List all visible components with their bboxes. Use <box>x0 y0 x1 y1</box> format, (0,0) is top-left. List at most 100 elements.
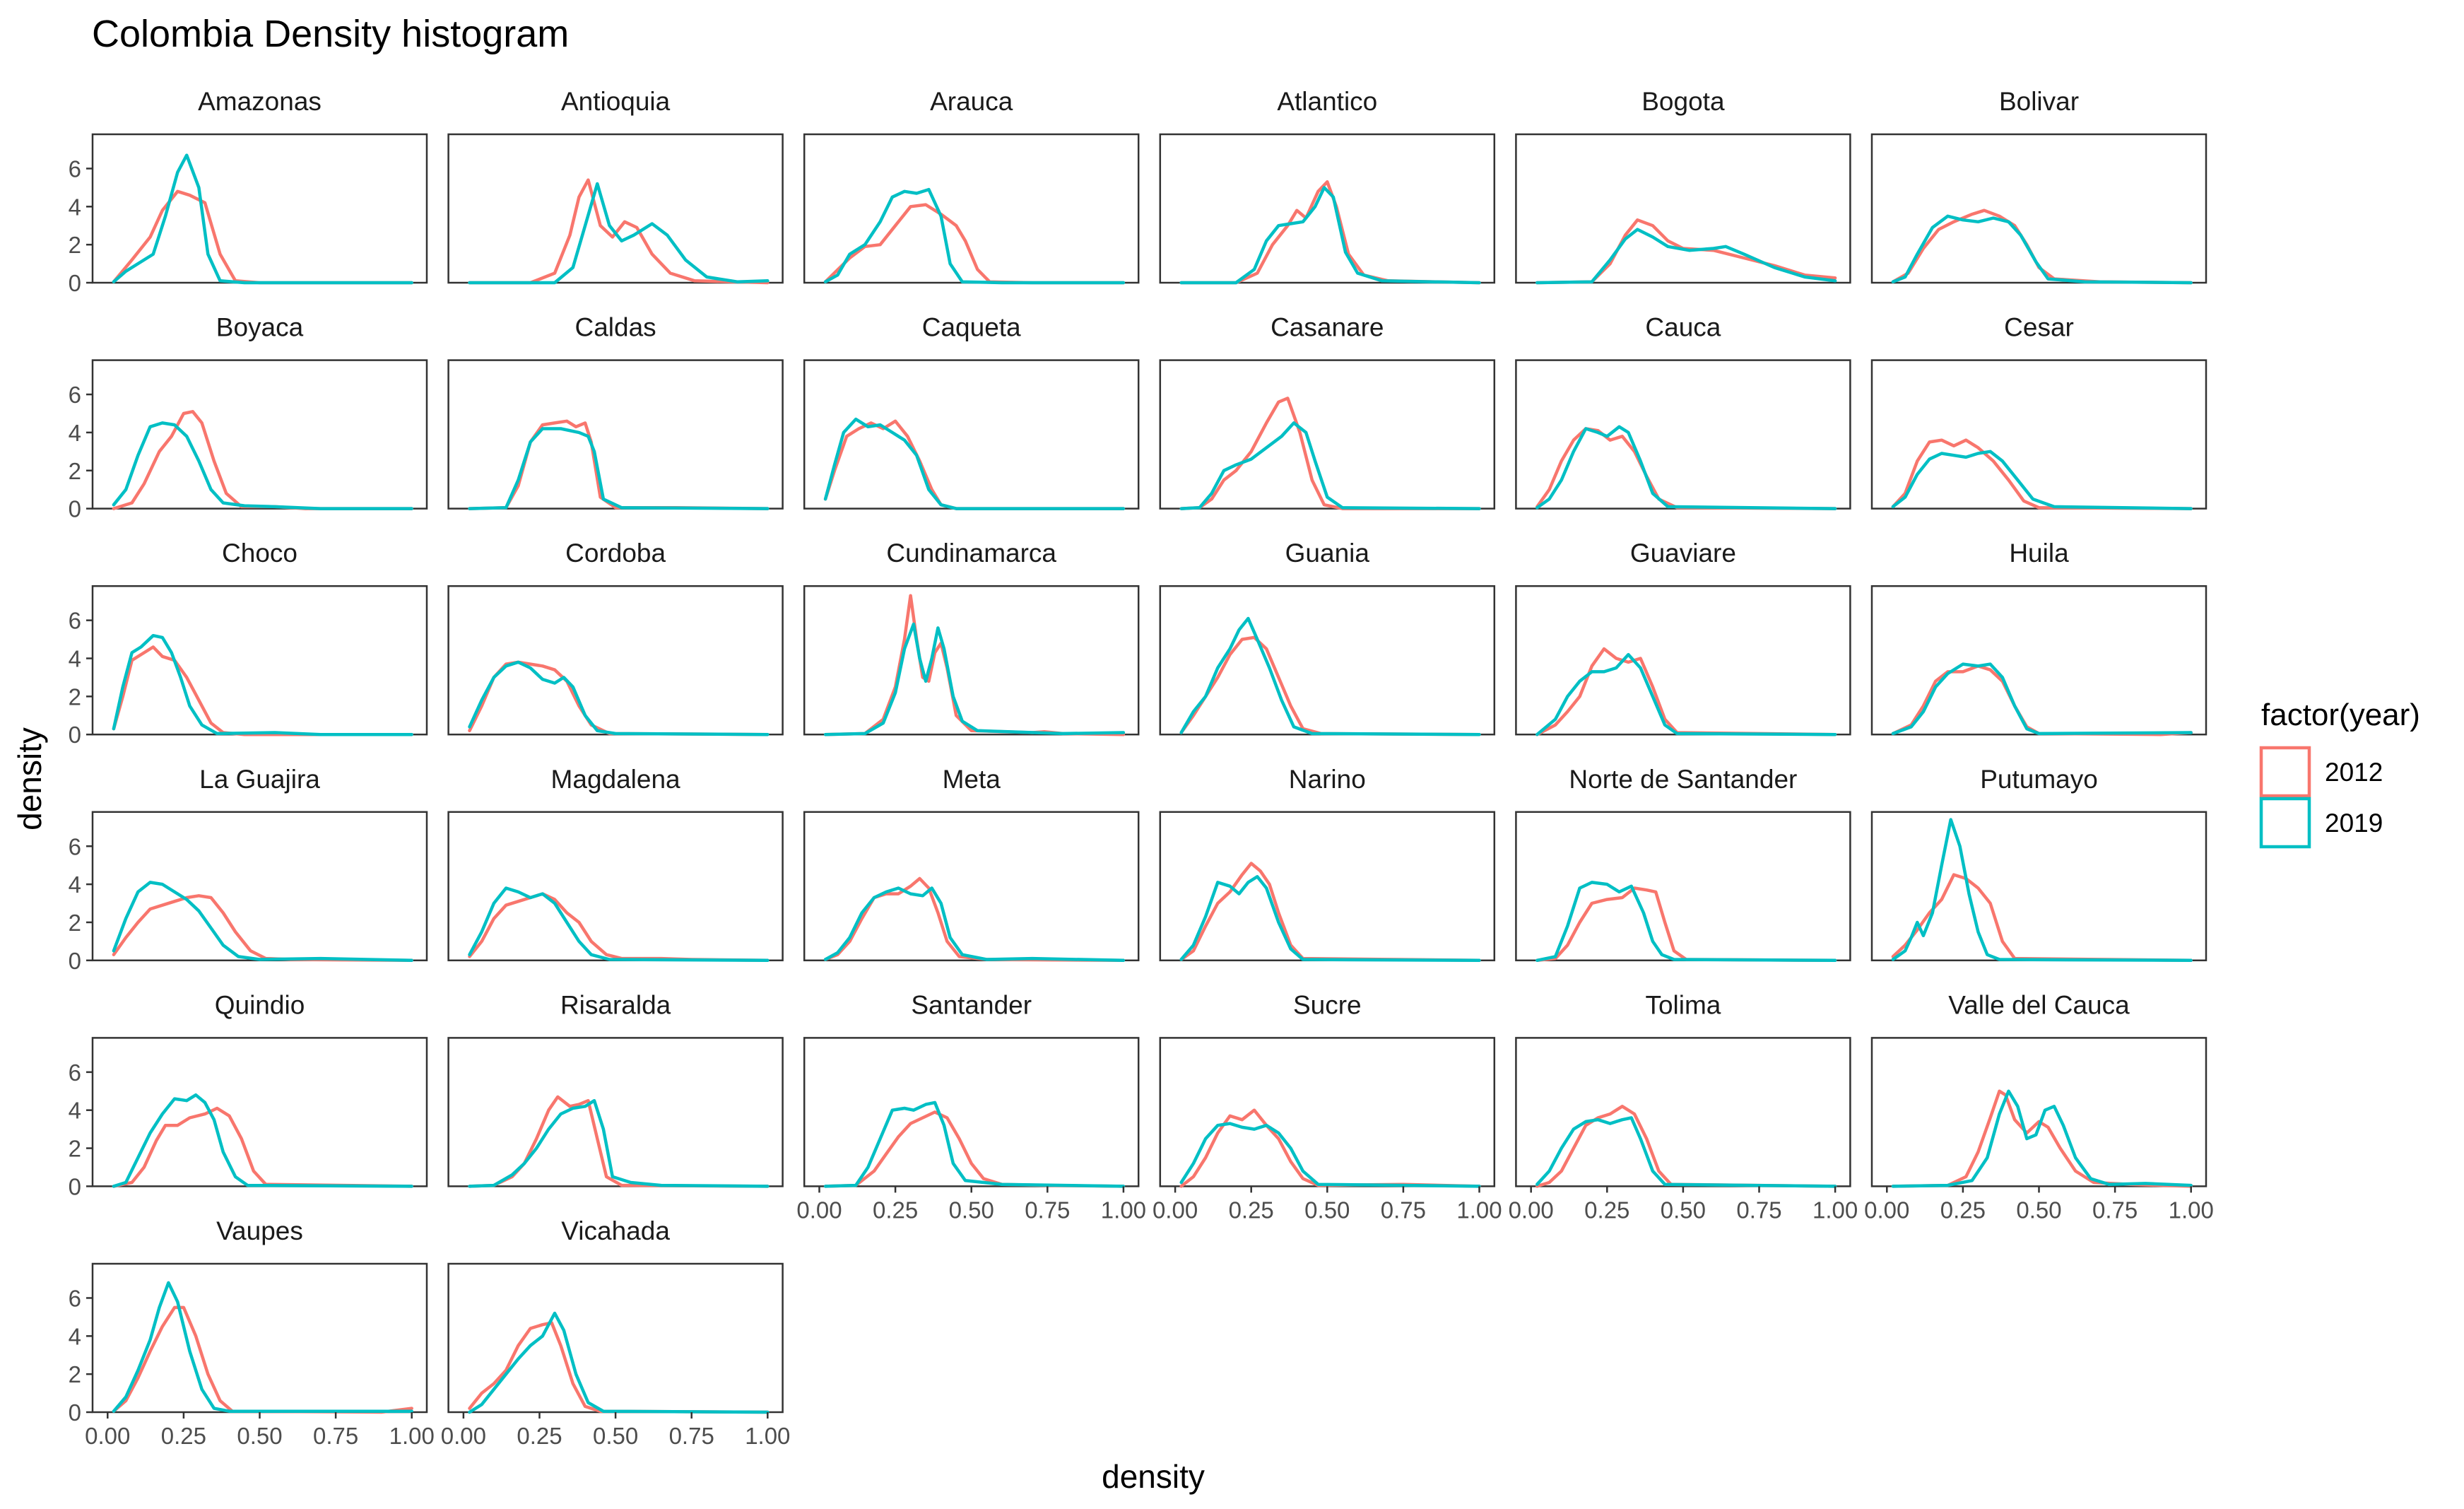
y-tick-label: 4 <box>69 1098 81 1124</box>
y-tick-label: 6 <box>69 833 81 859</box>
series-line-2019 <box>468 182 770 285</box>
y-tick-label: 2 <box>69 232 81 258</box>
legend-item-2019: 2019 <box>2259 797 2383 849</box>
series-line-2012 <box>1535 218 1837 285</box>
facet-panel-casanare: Casanare <box>1159 313 1496 510</box>
x-tick-label: 0.50 <box>593 1423 638 1449</box>
x-tick-label: 0.75 <box>2092 1197 2138 1223</box>
facet-strip-label: Caldas <box>575 313 656 342</box>
facet-strip-label: Magdalena <box>551 765 681 794</box>
panel-frame <box>803 585 1140 736</box>
facet-panel-cauca: Cauca <box>1515 313 1851 510</box>
facet-panels: Amazonas 0 2 4 6 Antioquia Arauca Atlantico Bogo… <box>69 87 2214 1449</box>
series-line-2019 <box>112 881 413 963</box>
facet-strip-label: Huila <box>2009 539 2069 568</box>
y-tick-label: 0 <box>69 948 81 974</box>
legend-label: 2019 <box>2325 809 2383 838</box>
facet-strip-label: Meta <box>943 765 1001 794</box>
x-tick-label: 0.75 <box>1025 1197 1070 1223</box>
x-axis-title: density <box>1102 1458 1205 1495</box>
y-tick-label: 4 <box>69 646 81 672</box>
y-tick-label: 0 <box>69 1399 81 1426</box>
series-line-2012 <box>1535 886 1837 963</box>
facet-panel-choco: Choco 0 2 4 6 <box>69 539 428 748</box>
facet-strip-label: Valle del Cauca <box>1948 990 2130 1019</box>
series-line-2019 <box>1535 425 1837 510</box>
panel-frame <box>1159 811 1496 962</box>
facet-panel-cundinamarca: Cundinamarca <box>803 539 1140 736</box>
panel-frame <box>447 811 784 962</box>
y-tick-label: 6 <box>69 608 81 634</box>
facet-panel-bolivar: Bolivar <box>1870 87 2207 285</box>
facet-panel-guaviare: Guaviare <box>1515 539 1851 736</box>
series-line-2019 <box>823 417 1126 510</box>
facet-strip-label: Vaupes <box>216 1216 303 1245</box>
facet-strip-label: Tolima <box>1645 990 1721 1019</box>
panel-frame <box>91 1037 428 1187</box>
x-tick-label: 1.00 <box>389 1423 435 1449</box>
panel-frame <box>447 585 784 736</box>
panel-frame <box>1159 1037 1496 1187</box>
panel-frame <box>1515 585 1851 736</box>
x-tick-label: 0.00 <box>441 1423 486 1449</box>
x-tick-label: 0.25 <box>873 1197 918 1223</box>
panel-frame <box>1870 811 2207 962</box>
facet-strip-label: Bogota <box>1641 87 1725 116</box>
panel-frame <box>447 133 784 284</box>
facet-strip-label: Sucre <box>1293 990 1362 1019</box>
x-tick-label: 0.00 <box>1509 1197 1554 1223</box>
facet-strip-label: Cesar <box>2004 313 2074 342</box>
facet-panel-santander: Santander 0.00 0.25 0.50 0.75 1.00 <box>796 990 1146 1223</box>
facet-strip-label: Santander <box>911 990 1032 1019</box>
series-line-2019 <box>1891 1089 2193 1188</box>
facet-strip-label: Narino <box>1289 765 1366 794</box>
facet-panel-bogota: Bogota <box>1515 87 1851 285</box>
panel-frame <box>1515 359 1851 510</box>
facet-panel-cordoba: Cordoba <box>447 539 784 736</box>
facet-panel-valle-del-cauca: Valle del Cauca 0.00 0.25 0.50 0.75 1.00 <box>1864 990 2214 1223</box>
series-line-2019 <box>112 633 413 736</box>
series-line-2019 <box>1179 421 1481 510</box>
panel-frame <box>91 811 428 962</box>
chart-title: Colombia Density histogram <box>92 13 569 55</box>
facet-strip-label: Atlantico <box>1277 87 1377 116</box>
facet-panel-vicahada: Vicahada 0.00 0.25 0.50 0.75 1.00 <box>441 1216 791 1449</box>
x-tick-label: 0.00 <box>1153 1197 1198 1223</box>
series-line-2019 <box>1179 186 1481 285</box>
y-tick-label: 6 <box>69 155 81 182</box>
facet-panel-arauca: Arauca <box>803 87 1140 285</box>
x-tick-label: 0.25 <box>161 1423 206 1449</box>
series-line-2019 <box>1891 818 2193 963</box>
series-line-2019 <box>1891 214 2193 285</box>
series-line-2019 <box>1891 662 2193 736</box>
y-tick-label: 4 <box>69 1323 81 1349</box>
series-line-2012 <box>1179 180 1481 285</box>
y-tick-label: 0 <box>69 496 81 522</box>
series-line-2019 <box>1179 1122 1481 1188</box>
panel-frame <box>1515 133 1851 284</box>
facet-strip-label: La Guajira <box>199 765 320 794</box>
facet-strip-label: Norte de Santander <box>1569 765 1797 794</box>
series-line-2019 <box>468 1098 770 1188</box>
facet-panel-caldas: Caldas <box>447 313 784 510</box>
x-tick-label: 0.25 <box>1229 1197 1274 1223</box>
x-tick-label: 1.00 <box>1812 1197 1858 1223</box>
series-line-2019 <box>468 427 770 510</box>
facet-strip-label: Caqueta <box>922 313 1021 342</box>
panel-frame <box>1515 811 1851 962</box>
facet-panel-magdalena: Magdalena <box>447 765 784 963</box>
legend-item-2012: 2012 <box>2259 746 2383 798</box>
facet-strip-label: Cordoba <box>565 539 666 568</box>
facet-strip-label: Casanare <box>1271 313 1384 342</box>
y-tick-label: 4 <box>69 194 81 220</box>
facet-strip-label: Guaviare <box>1630 539 1736 568</box>
series-line-2012 <box>1891 209 2193 285</box>
panel-frame <box>1870 585 2207 736</box>
facet-strip-label: Cundinamarca <box>886 539 1056 568</box>
series-line-2012 <box>112 1106 413 1188</box>
y-tick-label: 0 <box>69 270 81 296</box>
facet-strip-label: Cauca <box>1645 313 1721 342</box>
facet-strip-label: Boyaca <box>216 313 304 342</box>
facet-panel-norte-de-santander: Norte de Santander <box>1515 765 1851 963</box>
series-line-2019 <box>823 1100 1126 1188</box>
